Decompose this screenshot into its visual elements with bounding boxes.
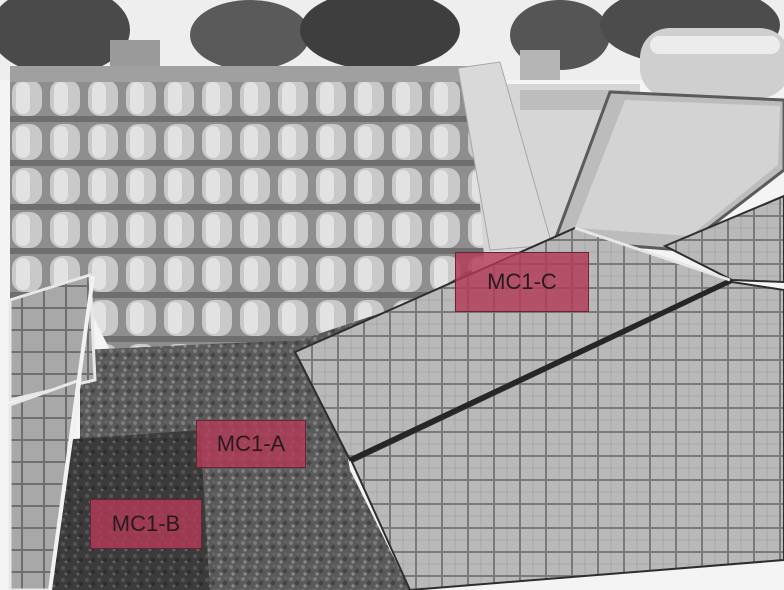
label-mc1-c: MC1-C xyxy=(455,252,589,312)
label-mc1-b: MC1-B xyxy=(90,499,202,549)
label-mc1-a: MC1-A xyxy=(196,420,306,468)
